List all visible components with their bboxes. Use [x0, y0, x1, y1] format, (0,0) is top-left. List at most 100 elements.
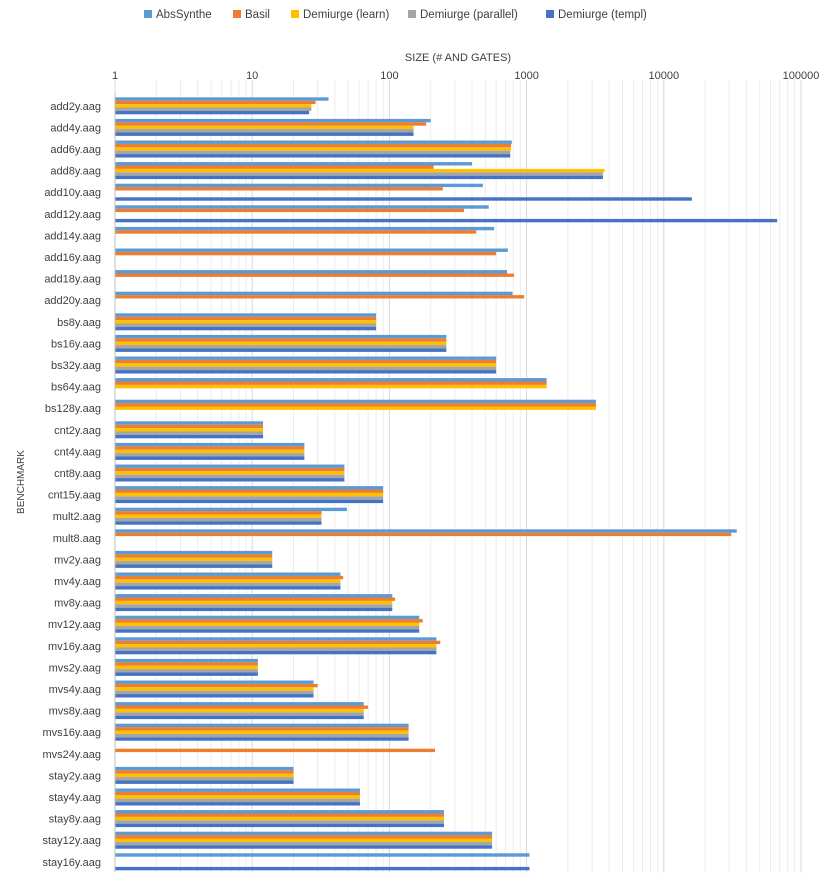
category-label: stay2y.aag: [49, 770, 101, 782]
category-label: mv12y.aag: [48, 619, 101, 631]
bar: [115, 579, 341, 583]
legend-label: Basil: [245, 9, 270, 21]
bar: [115, 554, 273, 558]
bar: [115, 431, 264, 435]
x-tick-label: 10: [246, 70, 258, 82]
category-label: add14y.aag: [44, 230, 101, 242]
bar: [115, 788, 360, 792]
category-label: mvs16y.aag: [43, 727, 102, 739]
bar: [115, 348, 447, 352]
bar: [115, 866, 530, 871]
bar: [115, 798, 360, 803]
bar: [115, 197, 692, 201]
bar: [115, 434, 264, 439]
bar: [115, 403, 596, 407]
bar: [115, 683, 318, 688]
category-label: add8y.aag: [50, 166, 101, 178]
bar: [115, 777, 294, 781]
category-label: add10y.aag: [44, 187, 101, 199]
bar: [115, 154, 511, 158]
bar: [115, 730, 409, 734]
category-label: add2y.aag: [50, 101, 101, 113]
bar: [115, 507, 347, 512]
category-label: mult8.aag: [53, 533, 101, 545]
bar: [115, 424, 264, 429]
x-tick-label: 100: [380, 70, 398, 82]
bar: [115, 356, 497, 360]
category-label: cnt4y.aag: [54, 446, 101, 458]
bar: [115, 572, 341, 576]
bar: [115, 802, 360, 806]
bar: [115, 421, 264, 425]
bar: [115, 766, 294, 771]
bar: [115, 384, 547, 389]
bar: [115, 650, 437, 655]
bar: [115, 644, 437, 648]
bar: [115, 582, 341, 587]
bar: [115, 492, 384, 497]
bar: [115, 399, 596, 404]
bar: [115, 521, 322, 525]
legend-swatch: [291, 10, 299, 18]
bar: [115, 529, 737, 533]
category-label: cnt2y.aag: [54, 425, 101, 437]
bar: [115, 816, 444, 821]
legend-swatch: [233, 10, 241, 18]
bar: [115, 712, 364, 716]
bar: [115, 205, 489, 209]
category-label: bs8y.aag: [57, 317, 101, 329]
bar: [115, 326, 377, 331]
bar: [115, 471, 345, 475]
bar: [115, 665, 258, 670]
bar: [115, 366, 497, 371]
bar: [115, 795, 360, 799]
bar: [115, 175, 603, 180]
bar: [115, 810, 444, 814]
bar: [115, 428, 264, 432]
bar: [115, 586, 341, 590]
bar: [115, 446, 305, 450]
bar: [115, 406, 596, 410]
bar: [115, 723, 409, 728]
bar: [115, 831, 493, 836]
x-tick-label: 100000: [783, 70, 820, 82]
legend-label: Demiurge (parallel): [420, 9, 518, 21]
bar: [115, 748, 436, 753]
bar: [115, 125, 414, 130]
category-label: mvs24y.aag: [43, 749, 102, 761]
bar: [115, 658, 258, 663]
category-label: cnt15y.aag: [48, 490, 101, 502]
bar: [115, 780, 294, 784]
bar: [115, 100, 316, 105]
bar: [115, 208, 465, 213]
x-axis-title: SIZE (# AND GATES): [405, 52, 511, 64]
bar: [115, 694, 314, 698]
bar: [115, 835, 493, 839]
bar: [115, 594, 393, 598]
bar: [115, 615, 420, 620]
bar: [115, 270, 508, 274]
bar: [115, 132, 414, 136]
category-label: mult2.aag: [53, 511, 101, 523]
bar: [115, 110, 310, 115]
bar: [115, 564, 273, 568]
bar: [115, 496, 384, 500]
bar: [115, 708, 364, 713]
bar: [115, 813, 444, 817]
bar: [115, 122, 427, 126]
bar: [115, 841, 493, 846]
bar: [115, 625, 420, 630]
bar: [115, 486, 384, 490]
bar: [115, 604, 393, 608]
bar: [115, 449, 305, 454]
legend: AbsSynthe Basil Demiurge (learn) Demiurge (…: [144, 9, 647, 21]
bar: [115, 845, 493, 849]
bar: [115, 381, 547, 385]
bar: [115, 442, 305, 447]
bar: [115, 107, 312, 111]
bar: [115, 499, 384, 504]
bar: [115, 187, 443, 191]
bar: [115, 453, 305, 457]
bar: [115, 165, 434, 169]
category-label: add6y.aag: [50, 144, 101, 156]
